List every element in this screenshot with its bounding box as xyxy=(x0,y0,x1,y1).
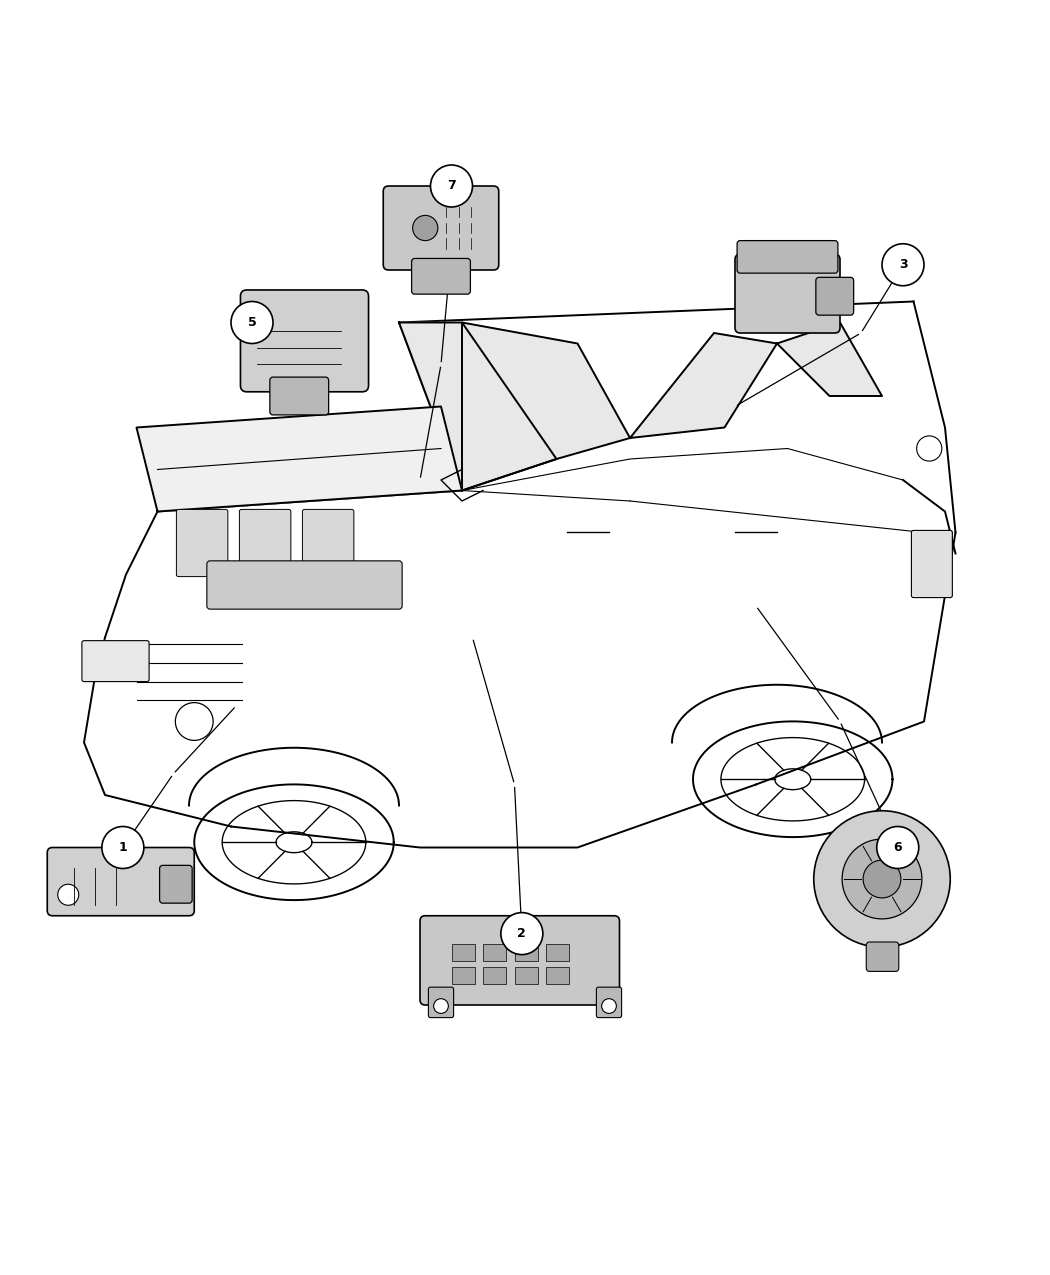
FancyBboxPatch shape xyxy=(383,186,499,270)
Circle shape xyxy=(175,703,213,741)
FancyBboxPatch shape xyxy=(176,510,228,576)
Bar xyxy=(514,944,538,961)
FancyBboxPatch shape xyxy=(735,254,840,333)
FancyBboxPatch shape xyxy=(82,640,149,682)
Circle shape xyxy=(434,998,448,1014)
Bar xyxy=(483,968,506,984)
Bar xyxy=(514,968,538,984)
Text: 2: 2 xyxy=(518,927,526,940)
FancyBboxPatch shape xyxy=(816,278,854,315)
FancyBboxPatch shape xyxy=(911,530,952,598)
Text: 5: 5 xyxy=(248,316,256,329)
FancyBboxPatch shape xyxy=(420,915,620,1005)
FancyBboxPatch shape xyxy=(47,848,194,915)
Text: 7: 7 xyxy=(447,180,456,193)
Bar xyxy=(452,944,475,961)
Bar xyxy=(483,944,506,961)
Polygon shape xyxy=(136,407,462,511)
Circle shape xyxy=(231,301,273,343)
FancyBboxPatch shape xyxy=(412,259,470,295)
FancyBboxPatch shape xyxy=(207,561,402,609)
Circle shape xyxy=(814,811,950,947)
Bar xyxy=(452,968,475,984)
Circle shape xyxy=(413,215,438,241)
Bar xyxy=(546,944,569,961)
Circle shape xyxy=(102,826,144,868)
FancyBboxPatch shape xyxy=(428,987,454,1017)
Circle shape xyxy=(842,839,922,919)
Circle shape xyxy=(602,998,616,1014)
Text: 1: 1 xyxy=(119,842,127,854)
Circle shape xyxy=(501,913,543,955)
Polygon shape xyxy=(777,323,882,397)
Circle shape xyxy=(877,826,919,868)
Circle shape xyxy=(882,244,924,286)
Polygon shape xyxy=(462,323,630,491)
Circle shape xyxy=(863,861,901,898)
Circle shape xyxy=(917,436,942,462)
Text: ACM: ACM xyxy=(512,928,527,935)
Polygon shape xyxy=(399,323,556,491)
FancyBboxPatch shape xyxy=(302,510,354,576)
FancyBboxPatch shape xyxy=(240,289,369,391)
FancyBboxPatch shape xyxy=(596,987,622,1017)
Circle shape xyxy=(430,164,473,207)
FancyBboxPatch shape xyxy=(239,510,291,576)
Text: 3: 3 xyxy=(899,259,907,272)
FancyBboxPatch shape xyxy=(737,241,838,273)
FancyBboxPatch shape xyxy=(866,942,899,972)
FancyBboxPatch shape xyxy=(160,866,192,903)
Circle shape xyxy=(58,885,79,905)
Bar xyxy=(546,968,569,984)
FancyBboxPatch shape xyxy=(270,377,329,414)
Text: 6: 6 xyxy=(894,842,902,854)
Polygon shape xyxy=(630,333,777,439)
